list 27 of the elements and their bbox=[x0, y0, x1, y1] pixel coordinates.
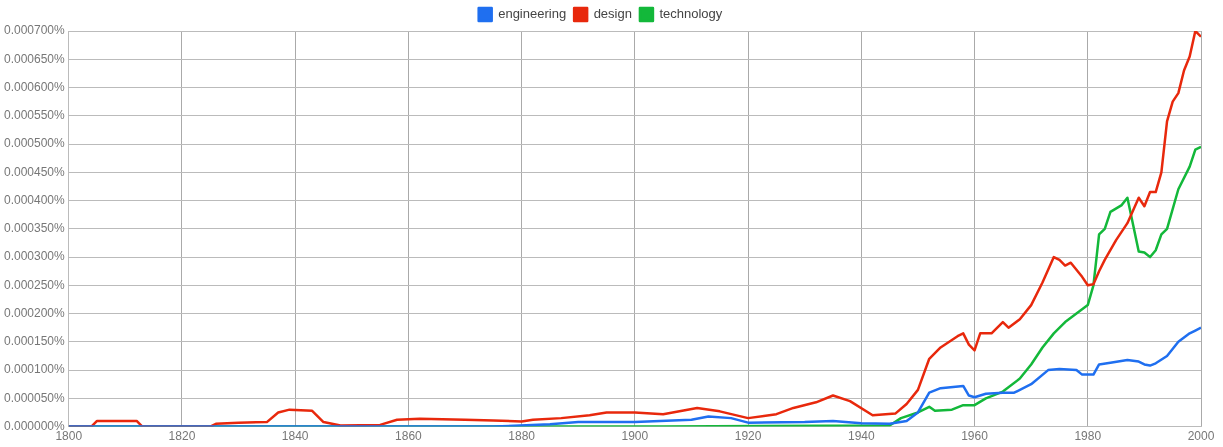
x-tick-label: 2000 bbox=[1187, 429, 1215, 444]
y-tick-label: 0.000550% bbox=[3, 108, 66, 123]
x-tick-label: 1920 bbox=[734, 429, 762, 444]
x-tick-label: 1980 bbox=[1074, 429, 1102, 444]
x-tick-label: 1900 bbox=[621, 429, 649, 444]
y-tick-label: 0.000600% bbox=[3, 79, 66, 94]
y-tick-label: 0.000200% bbox=[3, 305, 66, 320]
x-tick-label: 1820 bbox=[168, 429, 196, 444]
x-tick-label: 1940 bbox=[847, 429, 875, 444]
legend-label: technology bbox=[659, 6, 723, 22]
y-tick-label: 0.000500% bbox=[3, 136, 66, 151]
y-tick-label: 0.000050% bbox=[3, 390, 66, 405]
y-tick-label: 0.000400% bbox=[3, 192, 66, 207]
y-tick-label: 0.000350% bbox=[3, 221, 66, 236]
legend-label: engineering bbox=[498, 6, 567, 22]
x-tick-label: 1840 bbox=[281, 429, 309, 444]
y-tick-label: 0.000250% bbox=[3, 277, 66, 292]
x-tick-label: 1880 bbox=[508, 429, 536, 444]
y-tick-label: 0.000450% bbox=[3, 164, 66, 179]
x-tick-label: 1960 bbox=[961, 429, 989, 444]
legend-label: design bbox=[593, 6, 632, 22]
y-tick-label: 0.000150% bbox=[3, 334, 66, 349]
y-tick-label: 0.000300% bbox=[3, 249, 66, 264]
y-tick-label: 0.000650% bbox=[3, 51, 66, 66]
y-tick-label: 0.000700% bbox=[3, 23, 66, 38]
y-tick-label: 0.000100% bbox=[3, 362, 66, 377]
x-tick-label: 1860 bbox=[395, 429, 423, 444]
